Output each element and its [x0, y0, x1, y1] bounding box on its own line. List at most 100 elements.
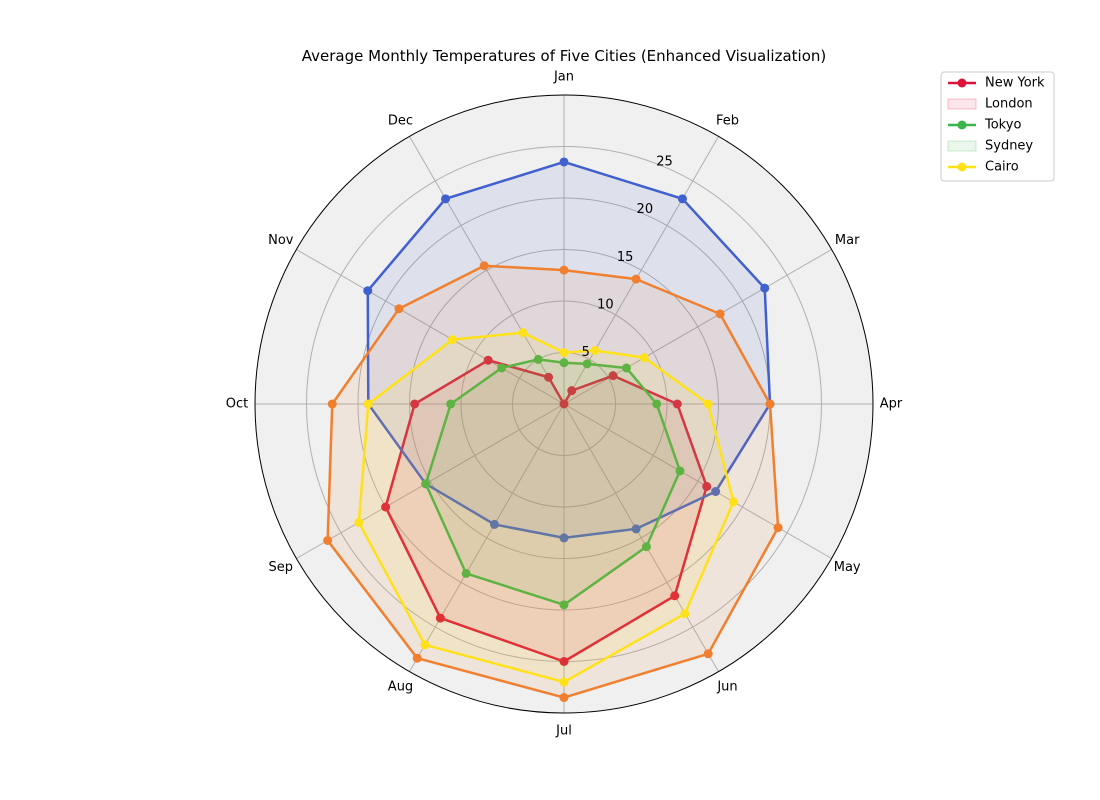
month-label-sep: Sep: [269, 560, 294, 575]
month-label-oct: Oct: [226, 397, 248, 412]
month-label-nov: Nov: [268, 233, 294, 248]
series-3-point-dec: [533, 354, 543, 364]
legend-marker: [957, 162, 967, 172]
legend-patch-swatch: [947, 140, 977, 152]
legend-entry-5: Cairo: [948, 160, 1019, 175]
series-3: [421, 354, 685, 610]
series-1-area: [385, 360, 707, 662]
series-2-point-mar: [760, 283, 770, 293]
legend-entry-1: New York: [948, 76, 1045, 91]
series-3-point-nov: [497, 363, 507, 373]
month-label-dec: Dec: [388, 113, 413, 128]
chart-title: Average Monthly Temperatures of Five Cit…: [302, 47, 827, 65]
series-5-point-jul: [559, 677, 569, 687]
series-2-point-jul: [559, 533, 569, 543]
legend-patch-swatch: [947, 98, 977, 110]
spoke-gridline-8: [409, 403, 565, 672]
spoke-gridline-9: [296, 403, 565, 559]
series-5-point-sep: [354, 517, 364, 527]
series-3-area: [425, 359, 680, 605]
series-1-point-apr: [672, 399, 682, 409]
legend: New York London Tokyo Sydney Cairo: [940, 71, 1055, 182]
series-5-point-jun: [680, 609, 690, 619]
legend-marker: [957, 120, 967, 130]
legend-entry-4: Sydney: [947, 139, 1033, 154]
series-3-point-aug: [461, 568, 471, 578]
series-1-point-nov: [483, 355, 493, 365]
legend-marker: [957, 78, 967, 88]
series-1-point-jan: [559, 399, 569, 409]
series-5-point-feb: [590, 345, 600, 355]
series-1-point-aug: [435, 613, 445, 623]
series-1-point-feb: [567, 386, 577, 396]
legend-entry-2: London: [947, 97, 1033, 112]
series-4-point-sep: [323, 535, 333, 545]
month-label-jun: Jun: [716, 680, 737, 695]
spoke-gridline-5: [563, 403, 832, 559]
series-3-point-jun: [641, 542, 651, 552]
radial-tick-label-15: 15: [617, 250, 634, 265]
month-label-may: May: [834, 560, 861, 575]
series-5-point-mar: [639, 353, 649, 363]
series-2-point-nov: [363, 286, 373, 296]
month-label-apr: Apr: [880, 397, 903, 412]
spoke-gridline-6: [563, 403, 719, 672]
series-3-point-jan: [559, 358, 569, 368]
legend-frame: [940, 71, 1055, 182]
series-1-point-sep: [381, 502, 391, 512]
series-3-point-apr: [652, 399, 662, 409]
series-5-point-nov: [447, 335, 457, 345]
series-5-area: [358, 332, 734, 683]
series-4-point-jan: [559, 265, 569, 275]
series-2-point-jan: [559, 157, 569, 167]
series-4-point-dec: [479, 261, 489, 271]
month-label-feb: Feb: [716, 113, 739, 128]
series-5-point-apr: [703, 399, 713, 409]
month-label-mar: Mar: [835, 233, 860, 248]
series-4-point-mar: [715, 309, 725, 319]
series-4-point-feb: [631, 274, 641, 284]
series-2-point-feb: [677, 194, 687, 204]
series-2-point-aug: [489, 519, 499, 529]
series-1-point-dec: [544, 372, 554, 382]
legend-label: New York: [985, 76, 1045, 91]
series-3-point-feb: [582, 359, 592, 369]
radial-tick-label-20: 20: [637, 202, 654, 217]
series-5: [354, 328, 738, 687]
month-label-jan: Jan: [553, 70, 574, 85]
series-1-point-may: [702, 481, 712, 491]
series-5-point-may: [728, 497, 738, 507]
series-3-point-jul: [559, 600, 569, 610]
series-1-point-jul: [559, 657, 569, 666]
spoke-gridline-2: [563, 136, 719, 405]
legend-label: London: [985, 97, 1033, 112]
legend-label: Tokyo: [984, 118, 1021, 133]
series-5-point-dec: [518, 328, 528, 338]
month-label-aug: Aug: [388, 680, 413, 695]
polar-frame: [254, 94, 874, 714]
series-4-point-nov: [394, 304, 404, 314]
series-5-point-oct: [363, 399, 373, 409]
series-2-point-dec: [441, 194, 451, 204]
series-3-point-sep: [421, 479, 431, 489]
legend-entry-3: Tokyo: [948, 118, 1021, 133]
series-4-point-apr: [765, 399, 775, 409]
series-1-point-mar: [608, 371, 618, 381]
series-2-point-jun: [631, 524, 641, 534]
series-3-point-oct: [446, 399, 456, 409]
series-5-point-aug: [420, 640, 430, 650]
legend-label: Cairo: [985, 160, 1019, 175]
radial-tick-label-10: 10: [597, 297, 614, 312]
series-3-point-may: [675, 466, 685, 476]
series-1-point-oct: [410, 399, 420, 409]
radial-tick-label-5: 5: [582, 345, 590, 360]
spoke-gridline-11: [296, 249, 565, 405]
legend-label: Sydney: [985, 139, 1033, 154]
series-2-point-may: [711, 487, 721, 497]
series-4-point-jun: [703, 649, 713, 659]
series-1: [381, 355, 712, 666]
series-5-point-jan: [559, 348, 569, 357]
series-4-point-may: [773, 523, 783, 533]
